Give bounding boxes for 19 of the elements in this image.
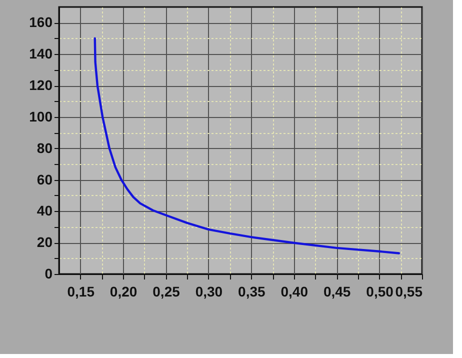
x-tick-label: 0,45 [323,284,351,300]
y-tick-label: 80 [36,140,53,156]
y-tick-label: 140 [29,46,53,62]
y-tick-label: 100 [29,108,53,124]
y-tick-label: 40 [36,202,53,219]
x-tick-label: 0,15 [67,284,95,300]
y-tick-label: 60 [36,171,53,188]
y-tick-label: 0 [44,266,53,282]
x-tick-label: 0,40 [280,284,308,300]
line-series [94,37,400,254]
y-tick-label: 20 [36,234,53,250]
x-tick-label: 0,35 [238,284,266,300]
x-tick-label: 0,20 [110,284,138,300]
y-tick-label: 160 [29,14,53,30]
y-tick-label: 120 [29,77,53,94]
x-tick-label: 0,50 [366,284,394,300]
x-tick-label: 0,55 [395,284,423,300]
x-tick-label: 0,25 [152,284,180,300]
x-tick-label: 0,30 [195,284,223,300]
